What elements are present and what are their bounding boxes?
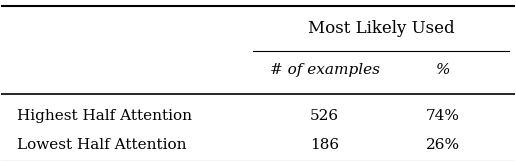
Text: Highest Half Attention: Highest Half Attention — [17, 109, 192, 123]
Text: 186: 186 — [310, 138, 340, 152]
Text: 26%: 26% — [426, 138, 460, 152]
Text: %: % — [436, 63, 450, 77]
Text: # of examples: # of examples — [270, 63, 380, 77]
Text: Most Likely Used: Most Likely Used — [308, 20, 455, 37]
Text: Lowest Half Attention: Lowest Half Attention — [17, 138, 186, 152]
Text: 526: 526 — [310, 109, 340, 123]
Text: 74%: 74% — [426, 109, 460, 123]
